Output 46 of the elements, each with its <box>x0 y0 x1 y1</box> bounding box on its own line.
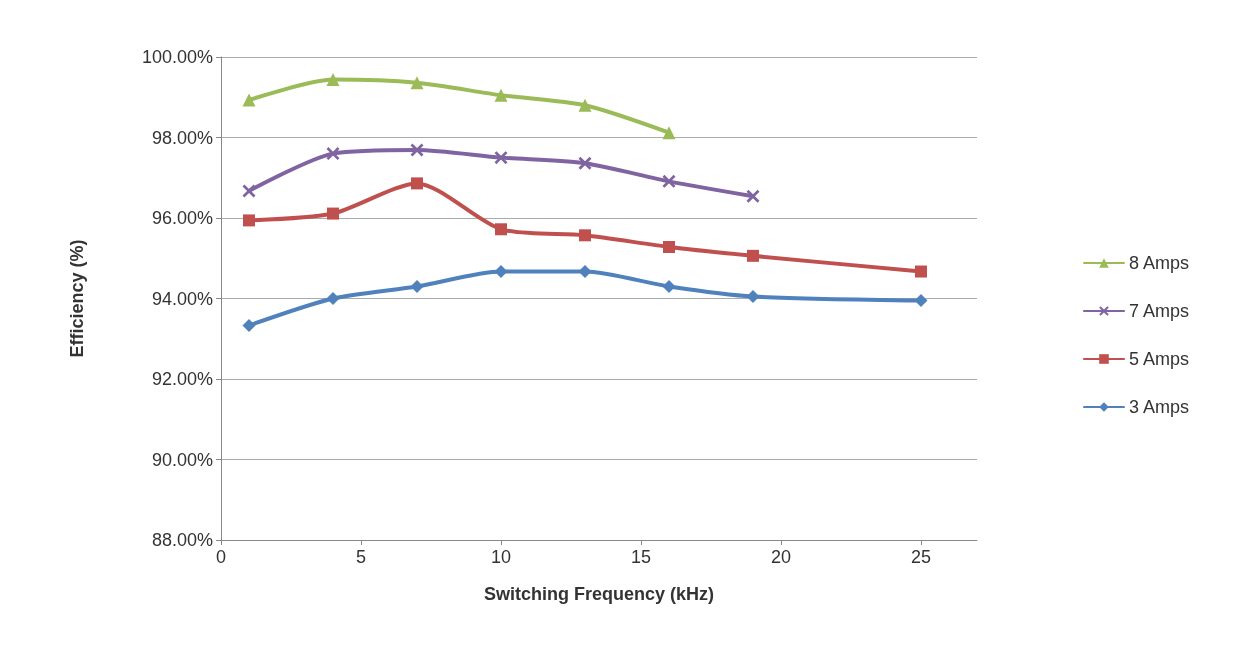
point <box>410 76 424 90</box>
point <box>914 294 928 308</box>
y-axis-title: Efficiency (%) <box>67 239 87 358</box>
y-tick-label: 90.00% <box>151 449 213 470</box>
point <box>326 73 340 87</box>
point <box>326 292 340 305</box>
legend-label: 8 Amps <box>1128 253 1190 273</box>
point <box>578 98 592 112</box>
y-tick-label: 88.00% <box>151 530 213 550</box>
y-tick-label: 100.00% <box>141 47 213 67</box>
x-tick-label: 20 <box>770 547 792 567</box>
point <box>410 279 424 293</box>
legend-label: 5 Amps <box>1128 349 1190 369</box>
point <box>578 265 592 279</box>
point <box>242 93 256 107</box>
x-tick-label: 15 <box>630 547 652 567</box>
point <box>494 88 508 102</box>
x-axis-title: Switching Frequency (kHz) <box>483 584 715 604</box>
point <box>663 240 675 253</box>
point <box>662 279 676 293</box>
point <box>494 151 508 165</box>
point <box>494 265 508 279</box>
x-tick-label: 0 <box>215 547 227 567</box>
y-tick-label: 92.00% <box>151 369 213 389</box>
point <box>746 189 760 203</box>
x-tick-label: 5 <box>355 547 367 567</box>
legend-label: 7 Amps <box>1128 301 1190 321</box>
point <box>662 126 676 140</box>
point <box>915 265 927 278</box>
point <box>746 289 760 303</box>
point <box>578 156 592 170</box>
point <box>326 147 340 161</box>
x-tick-label: 25 <box>910 547 932 567</box>
point <box>662 174 676 188</box>
point <box>411 177 423 190</box>
point <box>327 207 339 220</box>
point <box>243 214 255 227</box>
legend-label: 3 Amps <box>1128 397 1190 417</box>
y-tick-label: 94.00% <box>151 288 213 309</box>
point <box>495 223 507 236</box>
y-tick-label: 98.00% <box>151 127 213 148</box>
point <box>747 249 759 262</box>
y-tick-label: 96.00% <box>151 208 213 228</box>
x-tick-label: 10 <box>490 547 512 567</box>
point <box>242 318 256 332</box>
point <box>579 229 591 242</box>
